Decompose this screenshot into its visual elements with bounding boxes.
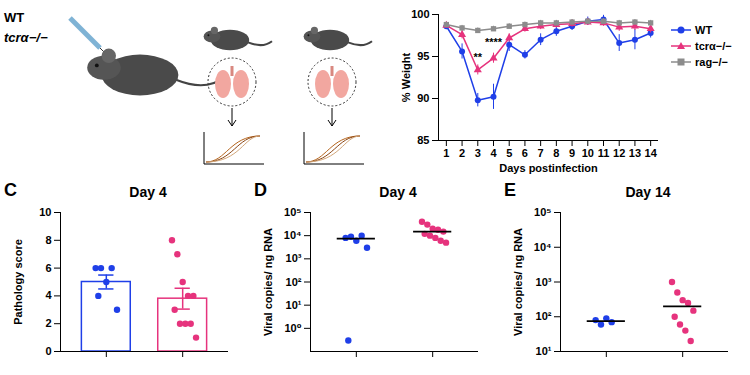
svg-text:10¹: 10¹ xyxy=(536,345,552,357)
svg-text:0: 0 xyxy=(45,345,51,357)
svg-text:6: 6 xyxy=(45,262,51,274)
svg-text:9: 9 xyxy=(569,147,575,159)
svg-text:Viral copies/ ng RNA: Viral copies/ ng RNA xyxy=(512,228,524,336)
svg-text:10³: 10³ xyxy=(286,252,302,264)
svg-text:10²: 10² xyxy=(286,276,302,288)
svg-text:14: 14 xyxy=(645,147,658,159)
html-text:WT: WT xyxy=(695,24,713,36)
html-text:C: C xyxy=(4,180,17,200)
svg-text:100: 100 xyxy=(411,8,429,20)
svg-text:10⁵: 10⁵ xyxy=(284,206,301,218)
svg-text:10¹: 10¹ xyxy=(286,299,302,311)
svg-text:4: 4 xyxy=(45,289,52,301)
svg-text:10⁴: 10⁴ xyxy=(284,229,302,241)
svg-text:8: 8 xyxy=(45,234,51,246)
svg-text:6: 6 xyxy=(522,147,528,159)
svg-text:tcrα−/−: tcrα−/− xyxy=(4,30,48,45)
svg-text:% Weight: % Weight xyxy=(400,53,412,103)
svg-text:10: 10 xyxy=(582,147,594,159)
svg-text:Pathology score: Pathology score xyxy=(12,239,24,325)
svg-text:**: ** xyxy=(474,51,483,63)
svg-text:8: 8 xyxy=(553,147,559,159)
svg-text:85: 85 xyxy=(417,134,429,146)
svg-text:10⁴: 10⁴ xyxy=(534,241,552,253)
svg-text:10⁰: 10⁰ xyxy=(284,322,301,334)
svg-text:10⁵: 10⁵ xyxy=(534,206,551,218)
svg-text:2: 2 xyxy=(459,147,465,159)
svg-text:3: 3 xyxy=(475,147,481,159)
svg-text:1: 1 xyxy=(443,147,449,159)
svg-text:7: 7 xyxy=(538,147,544,159)
html-text:Day 4: Day 4 xyxy=(129,184,167,200)
html-text:D: D xyxy=(254,180,267,200)
html-text:Day 4: Day 4 xyxy=(379,184,417,200)
svg-text:90: 90 xyxy=(417,92,429,104)
svg-text:10³: 10³ xyxy=(536,276,552,288)
svg-text:10²: 10² xyxy=(536,310,552,322)
svg-text:Days postinfection: Days postinfection xyxy=(499,162,598,174)
svg-text:10: 10 xyxy=(39,206,51,218)
svg-text:95: 95 xyxy=(417,50,429,62)
html-text:Day 14: Day 14 xyxy=(625,184,671,200)
svg-text:11: 11 xyxy=(598,147,610,159)
svg-text:WT: WT xyxy=(4,10,24,25)
svg-text:12: 12 xyxy=(613,147,625,159)
svg-text:2: 2 xyxy=(45,317,51,329)
svg-text:****: **** xyxy=(485,36,503,48)
html-text:rag−/−: rag−/− xyxy=(695,56,728,68)
html-text:E: E xyxy=(504,180,516,200)
html-text:tcrα−/−: tcrα−/− xyxy=(695,40,732,52)
svg-text:13: 13 xyxy=(629,147,641,159)
svg-text:4: 4 xyxy=(490,147,497,159)
svg-text:Viral copies/ ng RNA: Viral copies/ ng RNA xyxy=(262,228,274,336)
svg-text:5: 5 xyxy=(506,147,512,159)
